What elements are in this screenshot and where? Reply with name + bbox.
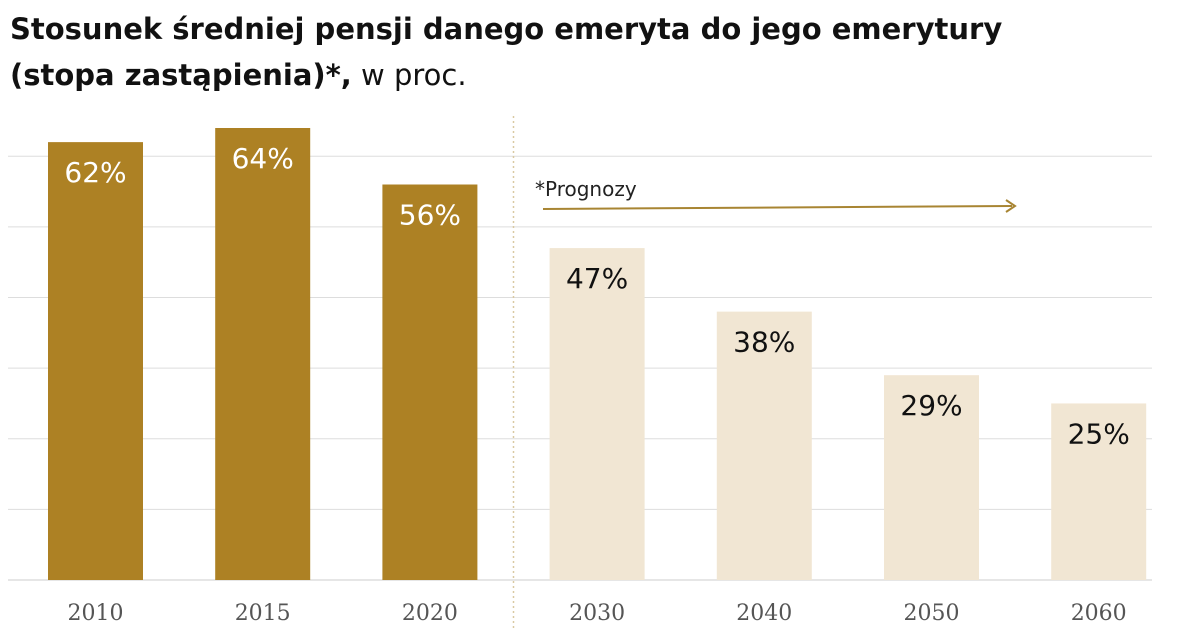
bar-value-label: 25% (1068, 417, 1130, 450)
bar-2030 (549, 248, 645, 580)
x-tick-label: 2010 (68, 601, 124, 626)
chart-title-line-2: (stopa zastąpienia)*, w proc. (10, 52, 1170, 98)
bar-value-label: 29% (900, 389, 962, 422)
x-tick-label: 2015 (235, 601, 291, 626)
bar-2015 (215, 128, 311, 580)
title-line-2-unit-text: w proc. (361, 58, 467, 92)
chart-title: Stosunek średniej pensji danego emeryta … (10, 6, 1170, 98)
x-tick-label: 2030 (569, 601, 625, 626)
forecast-annotation-label: *Prognozy (535, 177, 637, 201)
x-tick-label: 2060 (1071, 601, 1127, 626)
bar-2020 (382, 184, 478, 580)
bar-value-label: 56% (399, 199, 461, 232)
bar-2010 (48, 142, 143, 580)
forecast-arrow-head (1005, 199, 1017, 213)
bar-2040 (716, 311, 812, 580)
chart-title-line-1: Stosunek średniej pensji danego emeryta … (10, 6, 1170, 52)
title-line-2-bold-text: (stopa zastąpienia)*, (10, 58, 352, 92)
bar-value-label: 47% (566, 262, 628, 295)
bar-value-label: 62% (64, 156, 126, 189)
bar-2060 (1051, 403, 1147, 580)
x-tick-label: 2020 (402, 601, 458, 626)
forecast-arrow-line (542, 205, 1013, 210)
bar-value-label: 38% (733, 326, 795, 359)
bar-value-label: 64% (232, 142, 294, 175)
x-tick-label: 2040 (736, 601, 792, 626)
title-line-1-text: Stosunek średniej pensji danego emeryta … (10, 12, 1003, 46)
bar-2050 (884, 375, 979, 580)
x-tick-label: 2050 (904, 601, 960, 626)
